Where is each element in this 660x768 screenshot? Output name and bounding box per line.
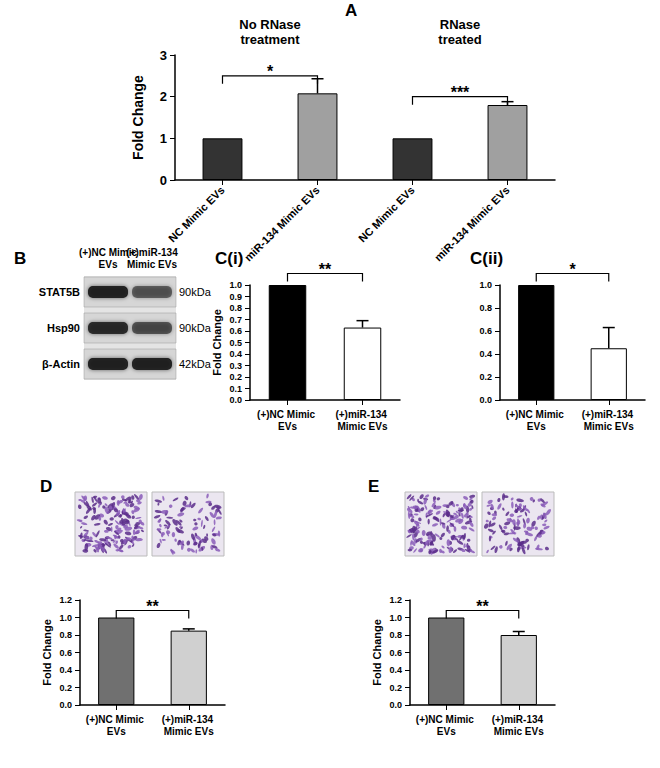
svg-text:*: * xyxy=(569,261,576,278)
svg-text:miR-134 Mimic EVs: miR-134 Mimic EVs xyxy=(432,184,512,264)
svg-text:EVs: EVs xyxy=(99,259,118,270)
svg-text:(+)miR-134: (+)miR-134 xyxy=(126,247,178,258)
svg-text:treated: treated xyxy=(438,32,481,47)
svg-text:1.0: 1.0 xyxy=(229,280,242,290)
svg-text:0.4: 0.4 xyxy=(229,349,242,359)
svg-text:Fold Change: Fold Change xyxy=(371,619,383,686)
svg-text:***: *** xyxy=(451,84,470,101)
svg-text:**: ** xyxy=(146,598,159,615)
svg-text:1: 1 xyxy=(160,131,167,146)
svg-text:2: 2 xyxy=(160,89,167,104)
svg-text:(+)NC Mimic: (+)NC Mimic xyxy=(506,409,567,420)
svg-text:NC Mimic EVs: NC Mimic EVs xyxy=(356,184,417,245)
svg-text:(+)NC Mimic: (+)NC Mimic xyxy=(257,409,318,420)
svg-text:Hsp90: Hsp90 xyxy=(47,322,80,334)
svg-text:(+)miR-134: (+)miR-134 xyxy=(582,409,636,420)
svg-text:0.6: 0.6 xyxy=(479,326,492,336)
svg-text:90kDa: 90kDa xyxy=(179,322,212,334)
svg-text:Mimic EVs: Mimic EVs xyxy=(337,421,387,432)
svg-text:0.8: 0.8 xyxy=(479,303,492,313)
svg-text:Mimic EVs: Mimic EVs xyxy=(494,726,544,737)
svg-text:0.3: 0.3 xyxy=(229,361,242,371)
svg-text:NC Mimic EVs: NC Mimic EVs xyxy=(166,184,227,245)
svg-text:miR-134 Mimic EVs: miR-134 Mimic EVs xyxy=(242,184,322,264)
svg-text:EVs: EVs xyxy=(278,421,297,432)
svg-text:3: 3 xyxy=(160,48,167,63)
svg-text:A: A xyxy=(345,1,357,20)
svg-text:Fold Change: Fold Change xyxy=(130,75,146,160)
svg-text:(+)NC Mimic: (+)NC Mimic xyxy=(416,714,477,725)
svg-text:0.1: 0.1 xyxy=(229,384,242,394)
svg-text:treatment: treatment xyxy=(240,32,300,47)
svg-text:1.0: 1.0 xyxy=(59,613,72,623)
svg-text:0.4: 0.4 xyxy=(59,665,72,675)
svg-text:EVs: EVs xyxy=(527,421,546,432)
svg-text:Mimic EVs: Mimic EVs xyxy=(164,726,214,737)
svg-text:42kDa: 42kDa xyxy=(179,358,212,370)
svg-text:*: * xyxy=(267,63,274,80)
svg-text:0.0: 0.0 xyxy=(59,700,72,710)
svg-text:C(i): C(i) xyxy=(215,249,243,268)
svg-text:0.4: 0.4 xyxy=(389,665,402,675)
svg-text:0.2: 0.2 xyxy=(59,683,72,693)
svg-text:β-Actin: β-Actin xyxy=(42,358,80,370)
svg-text:(+)miR-134: (+)miR-134 xyxy=(162,714,216,725)
svg-text:C(ii): C(ii) xyxy=(470,249,503,268)
svg-text:0.6: 0.6 xyxy=(389,648,402,658)
svg-text:**: ** xyxy=(319,261,332,278)
svg-text:EVs: EVs xyxy=(107,726,126,737)
svg-text:0.0: 0.0 xyxy=(479,395,492,405)
svg-text:0.9: 0.9 xyxy=(229,292,242,302)
svg-text:Fold Change: Fold Change xyxy=(211,309,223,376)
svg-text:0.0: 0.0 xyxy=(229,395,242,405)
svg-text:D: D xyxy=(40,477,52,496)
svg-text:0.8: 0.8 xyxy=(59,630,72,640)
svg-text:0.4: 0.4 xyxy=(479,349,492,359)
svg-text:Fold Change: Fold Change xyxy=(41,619,53,686)
svg-text:(+)miR-134: (+)miR-134 xyxy=(492,714,546,725)
svg-text:(+)miR-134: (+)miR-134 xyxy=(335,409,389,420)
svg-text:0.7: 0.7 xyxy=(229,315,242,325)
svg-text:0.6: 0.6 xyxy=(59,648,72,658)
svg-text:Mimic EVs: Mimic EVs xyxy=(127,259,177,270)
svg-text:0.2: 0.2 xyxy=(229,372,242,382)
svg-text:B: B xyxy=(14,249,26,268)
svg-text:1.2: 1.2 xyxy=(389,595,402,605)
svg-text:0.2: 0.2 xyxy=(389,683,402,693)
svg-text:EVs: EVs xyxy=(437,726,456,737)
svg-text:0: 0 xyxy=(160,173,167,188)
svg-text:0.8: 0.8 xyxy=(229,303,242,313)
svg-text:0.6: 0.6 xyxy=(229,326,242,336)
svg-text:0.2: 0.2 xyxy=(479,372,492,382)
svg-text:0.0: 0.0 xyxy=(389,700,402,710)
svg-text:RNase: RNase xyxy=(440,17,480,32)
svg-text:1.2: 1.2 xyxy=(59,595,72,605)
svg-text:90kDa: 90kDa xyxy=(179,286,212,298)
svg-text:(+)NC Mimic: (+)NC Mimic xyxy=(79,246,137,258)
svg-text:1.0: 1.0 xyxy=(479,280,492,290)
svg-text:E: E xyxy=(368,477,379,496)
svg-text:Mimic EVs: Mimic EVs xyxy=(584,421,634,432)
svg-text:(+)NC Mimic: (+)NC Mimic xyxy=(86,714,147,725)
svg-text:**: ** xyxy=(476,598,489,615)
svg-text:STAT5B: STAT5B xyxy=(39,286,80,298)
svg-text:0.8: 0.8 xyxy=(389,630,402,640)
svg-text:1.0: 1.0 xyxy=(389,613,402,623)
svg-text:No RNase: No RNase xyxy=(239,17,300,32)
svg-text:0.5: 0.5 xyxy=(229,338,242,348)
